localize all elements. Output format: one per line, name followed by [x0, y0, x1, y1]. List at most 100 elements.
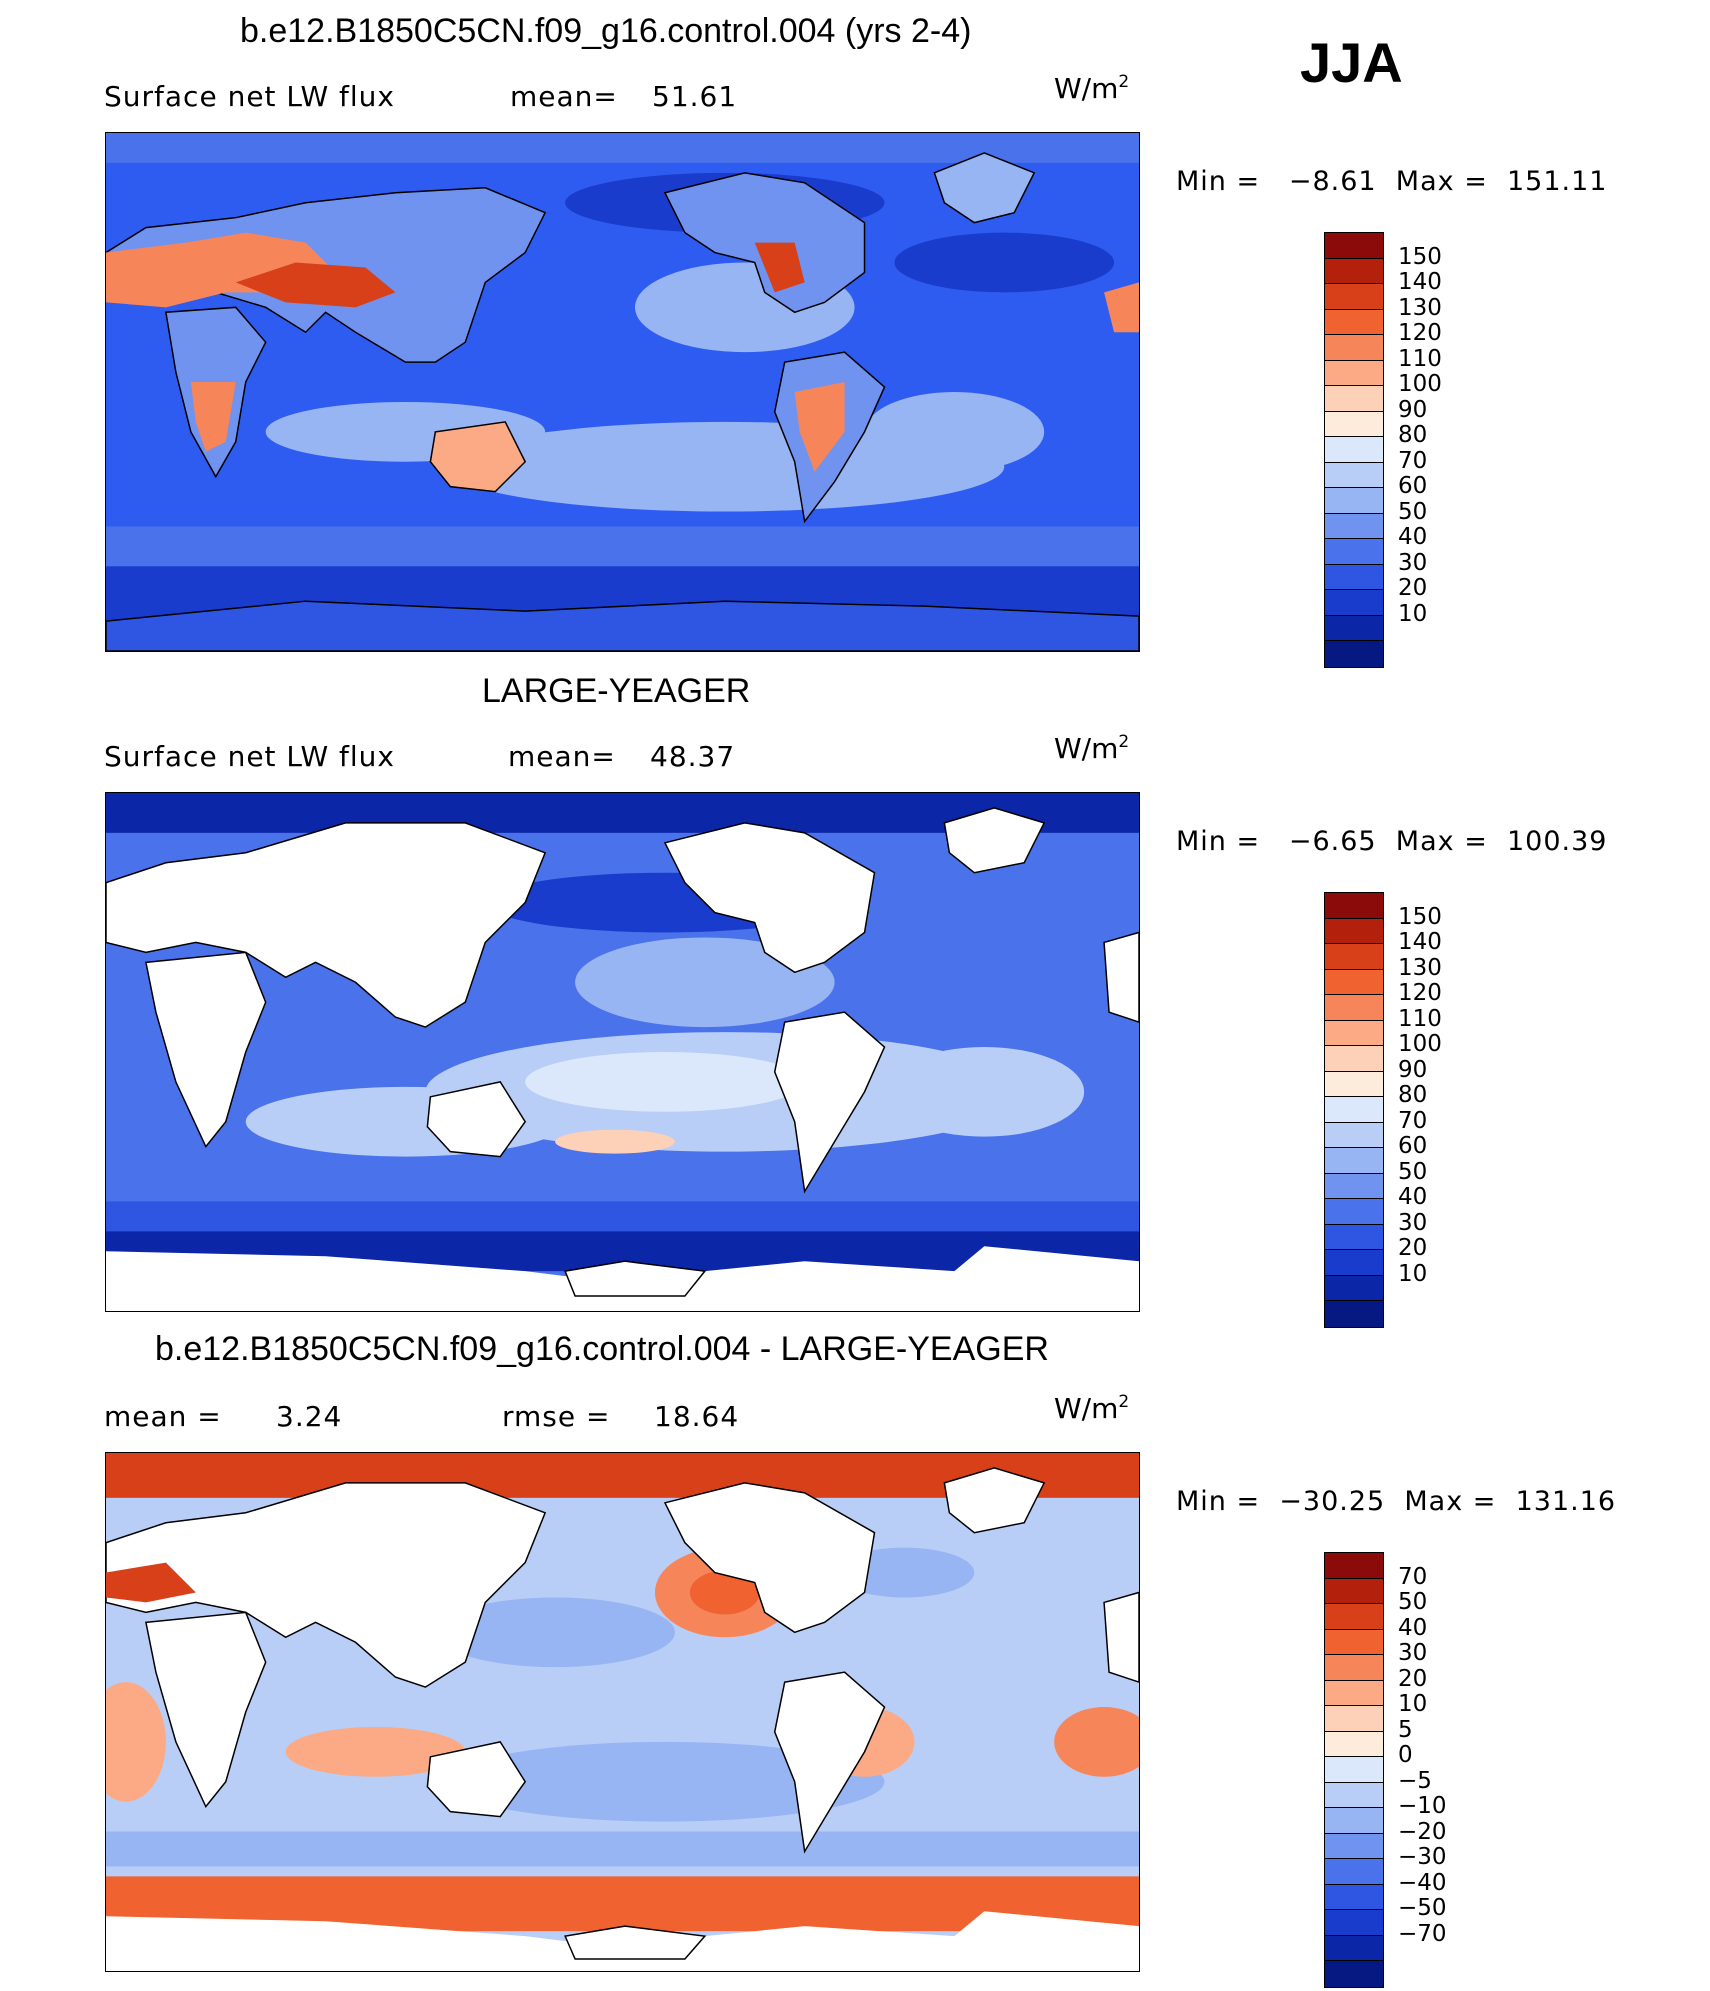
season-label: JJA	[1300, 31, 1403, 94]
eurasia-land	[106, 1482, 547, 1688]
colorbar-swatch	[1325, 1757, 1383, 1783]
colorbar-swatch	[1325, 335, 1383, 361]
colorbar-tick-label: 140	[1398, 269, 1442, 295]
colorbar-tick-label: 90	[1398, 396, 1428, 423]
colorbar-swatch	[1325, 1706, 1383, 1732]
colorbar-tick-label: 30	[1398, 1209, 1428, 1236]
west-edge-warm	[106, 1682, 166, 1802]
colorbar-swatch	[1325, 944, 1383, 970]
colorbar-swatch	[1325, 1961, 1383, 1987]
panel-3-minmax: Min = −30.25 Max = 131.16	[1176, 1486, 1616, 1517]
colorbar-tick-label: 80	[1398, 1082, 1428, 1108]
panel-3-max-label: Max =	[1404, 1486, 1497, 1517]
colorbar-swatch	[1325, 1910, 1383, 1936]
panel-2-colorbar	[1324, 892, 1384, 1328]
colorbar-tick-label: −30	[1398, 1844, 1447, 1870]
north-atlantic-low	[894, 232, 1115, 293]
colorbar-swatch	[1325, 1097, 1383, 1123]
panel-2-max-value: 100.39	[1507, 826, 1608, 857]
panel-3-min-label: Min =	[1176, 1486, 1261, 1517]
australia-land	[426, 1741, 527, 1818]
panel-1-colorbar	[1324, 232, 1384, 668]
arctic-band	[106, 133, 1139, 163]
panel-1-min-value: −8.61	[1288, 166, 1377, 197]
colorbar-tick-label: 30	[1398, 549, 1428, 576]
colorbar-swatch	[1325, 893, 1383, 919]
colorbar-swatch	[1325, 1884, 1383, 1910]
africa-land	[145, 1611, 267, 1809]
panel-2-minmax: Min = −6.65 Max = 100.39	[1176, 826, 1607, 857]
north-pacific-warm-core	[689, 1570, 760, 1615]
colorbar-tick-label: 40	[1398, 1184, 1428, 1210]
colorbar-tick-label: 20	[1398, 1235, 1428, 1261]
panel-1-mean-label: mean=	[510, 80, 618, 113]
panel-3-title: b.e12.B1850C5CN.f09_g16.control.004 - LA…	[155, 1330, 1049, 1368]
west-pacific-cool	[435, 1597, 675, 1668]
panel-3-mean-value: 3.24	[276, 1400, 343, 1433]
colorbar-swatch	[1325, 1604, 1383, 1630]
colorbar-tick-label: 130	[1398, 294, 1442, 321]
colorbar-tick-label: 150	[1398, 243, 1442, 270]
southwest-us-heat	[754, 242, 805, 293]
middle-east-heat	[235, 262, 396, 308]
africa-land	[145, 951, 267, 1149]
colorbar-tick-label: 130	[1398, 954, 1442, 981]
colorbar-tick-label: −20	[1398, 1818, 1447, 1845]
colorbar-swatch	[1325, 1833, 1383, 1859]
colorbar-tick-label: −50	[1398, 1895, 1447, 1921]
panel-2-mean-value: 48.37	[650, 740, 736, 773]
colorbar-tick-label: 70	[1398, 1563, 1428, 1590]
colorbar-swatch	[1325, 233, 1383, 259]
panel-3-max-value: 131.16	[1515, 1486, 1617, 1517]
antarctic-coast	[564, 1260, 707, 1297]
colorbar-tick-label: 10	[1398, 1260, 1428, 1287]
south-america-land	[773, 1671, 886, 1854]
panel-1-minmax: Min = −8.61 Max = 151.11	[1176, 166, 1607, 197]
colorbar-swatch	[1325, 1578, 1383, 1604]
west-africa-edge	[1103, 931, 1139, 1023]
west-africa-edge	[1103, 1591, 1139, 1683]
colorbar-tick-label: 40	[1398, 524, 1428, 550]
colorbar-swatch	[1325, 1935, 1383, 1961]
colorbar-tick-label: 120	[1398, 980, 1442, 1006]
colorbar-swatch	[1325, 513, 1383, 539]
colorbar-swatch	[1325, 1071, 1383, 1097]
north-pacific-high	[575, 937, 835, 1028]
colorbar-tick-label: −70	[1398, 1920, 1447, 1947]
colorbar-tick-label: 120	[1398, 320, 1442, 346]
colorbar-swatch	[1325, 360, 1383, 386]
panel-1-max-value: 151.11	[1507, 166, 1608, 197]
colorbar-tick-label: 40	[1398, 1614, 1428, 1641]
colorbar-tick-label: −10	[1398, 1793, 1447, 1819]
colorbar-swatch	[1325, 1629, 1383, 1655]
colorbar-swatch	[1325, 995, 1383, 1021]
colorbar-swatch	[1325, 411, 1383, 437]
colorbar-tick-label: 140	[1398, 929, 1442, 955]
panel-1-max-label: Max =	[1395, 166, 1488, 197]
colorbar-swatch	[1325, 1301, 1383, 1327]
antarctic-coast	[564, 1925, 707, 1960]
australia-land	[426, 1081, 527, 1158]
southern-africa-heat	[190, 382, 236, 452]
panel-2-mean-label: mean=	[508, 740, 616, 773]
colorbar-swatch	[1325, 1199, 1383, 1225]
colorbar-swatch	[1325, 1782, 1383, 1808]
panel-1-variable-label: Surface net LW flux	[104, 80, 395, 113]
greenland-land	[943, 1467, 1046, 1534]
colorbar-swatch	[1325, 437, 1383, 463]
difference-map	[105, 1452, 1140, 1972]
colorbar-swatch	[1325, 309, 1383, 335]
colorbar-swatch	[1325, 1122, 1383, 1148]
colorbar-swatch	[1325, 918, 1383, 944]
south-atlantic-high	[864, 392, 1045, 472]
colorbar-tick-label: 0	[1398, 1742, 1413, 1768]
panel-2-title: LARGE-YEAGER	[482, 672, 751, 710]
colorbar-swatch	[1325, 1553, 1383, 1579]
colorbar-tick-label: 20	[1398, 1665, 1428, 1692]
antarctica-land	[106, 600, 1139, 651]
panel-1-units: W/m2	[1054, 72, 1130, 105]
south-atlantic-warm	[1054, 1707, 1139, 1777]
colorbar-swatch	[1325, 1046, 1383, 1072]
panel-3-mean-label: mean =	[104, 1400, 222, 1433]
southern-ocean-band	[106, 1201, 1139, 1232]
